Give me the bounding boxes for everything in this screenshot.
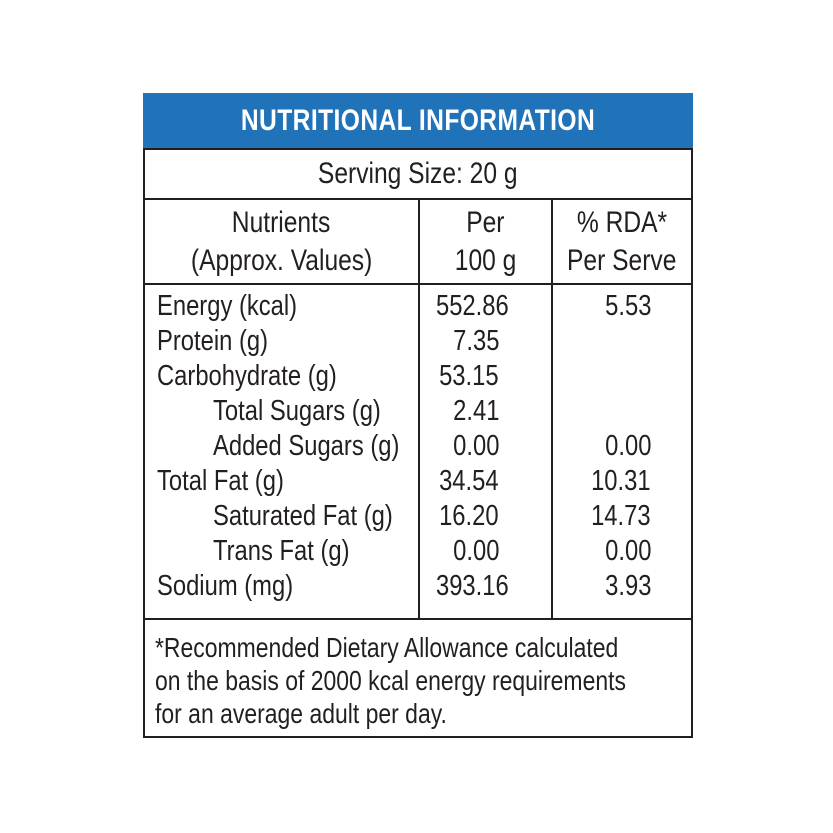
per-100g-value-text: 393.16 <box>435 570 509 602</box>
nutrient-name-text: Sodium (mg) <box>157 570 294 602</box>
serving-size-text: Serving Size: 20 g <box>318 157 518 190</box>
footnote-line: *Recommended Dietary Allowance calculate… <box>155 631 681 664</box>
per-100g-value-text: 2.41 <box>452 395 499 427</box>
footnote-line-text: *Recommended Dietary Allowance calculate… <box>155 632 619 663</box>
serving-size-row: Serving Size: 20 g <box>145 150 691 200</box>
rda-value: 10.31 <box>553 464 691 499</box>
header-rda-line2: Per Serve <box>567 243 677 277</box>
rda-value <box>553 394 691 429</box>
nutrient-name-text: Trans Fat (g) <box>213 535 350 567</box>
per-100g-value: 34.54 <box>420 464 551 499</box>
per-100g-value: 552.86 <box>420 289 551 324</box>
footnote-line-text: on the basis of 2000 kcal energy require… <box>155 665 626 696</box>
nutrient-name-text: Total Sugars (g) <box>213 395 381 427</box>
header-rda: % RDA* Per Serve <box>551 200 691 283</box>
nutrient-name-column: Energy (kcal) Protein (g) Carbohydrate (… <box>145 285 418 618</box>
nutrient-name-text: Saturated Fat (g) <box>213 500 393 532</box>
rda-value-text: 10.31 <box>591 465 651 497</box>
table-body: Energy (kcal) Protein (g) Carbohydrate (… <box>145 285 691 620</box>
nutrition-table: Serving Size: 20 g Nutrients (Approx. Va… <box>143 148 693 738</box>
nutrient-name: Total Fat (g) <box>145 464 418 499</box>
per-100g-value: 2.41 <box>420 394 551 429</box>
nutrient-name: Total Sugars (g) <box>145 394 418 429</box>
rda-value-text: 0.00 <box>604 430 651 462</box>
nutrient-name: Energy (kcal) <box>145 289 418 324</box>
footnote-line: for an average adult per day. <box>155 697 681 730</box>
footnote-line-text: for an average adult per day. <box>155 698 447 729</box>
label-title: NUTRITIONAL INFORMATION <box>240 103 596 137</box>
rda-value: 5.53 <box>553 289 691 324</box>
per-100g-value: 53.15 <box>420 359 551 394</box>
rda-value: 3.93 <box>553 569 691 604</box>
nutrient-name-text: Protein (g) <box>157 325 269 357</box>
table-header-row: Nutrients (Approx. Values) Per 100 g % R… <box>145 200 691 285</box>
per-100g-column: 552.86 7.35 53.15 2.41 0.00 34.54 16.20 … <box>418 285 551 618</box>
per-100g-value-text: 552.86 <box>435 290 509 322</box>
rda-value: 0.00 <box>553 429 691 464</box>
rda-value: 0.00 <box>553 534 691 569</box>
per-100g-value-text: 0.00 <box>452 430 499 462</box>
per-100g-value-text: 34.54 <box>439 465 499 497</box>
per-100g-value-text: 7.35 <box>452 325 499 357</box>
rda-column: 5.53 0.00 10.31 14.73 0.00 3.93 <box>551 285 691 618</box>
per-100g-value: 0.00 <box>420 534 551 569</box>
rda-value: 14.73 <box>553 499 691 534</box>
per-100g-value: 393.16 <box>420 569 551 604</box>
nutrient-name-text: Total Fat (g) <box>157 465 284 497</box>
header-per-100g-line2: 100 g <box>454 243 517 277</box>
nutrient-name-text: Energy (kcal) <box>157 290 298 322</box>
nutrient-name: Carbohydrate (g) <box>145 359 418 394</box>
footnote-line: on the basis of 2000 kcal energy require… <box>155 664 681 697</box>
per-100g-value-text: 16.20 <box>439 500 499 532</box>
header-nutrients-line2: (Approx. Values) <box>190 243 373 277</box>
nutrient-name-text: Carbohydrate (g) <box>157 360 337 392</box>
nutrient-name: Saturated Fat (g) <box>145 499 418 534</box>
nutrient-name-text: Added Sugars (g) <box>213 430 400 462</box>
header-nutrients: Nutrients (Approx. Values) <box>145 200 418 283</box>
rda-value <box>553 359 691 394</box>
per-100g-value: 0.00 <box>420 429 551 464</box>
nutrient-name: Sodium (mg) <box>145 569 418 604</box>
nutrient-name: Trans Fat (g) <box>145 534 418 569</box>
header-nutrients-line1: Nutrients <box>232 205 331 239</box>
nutrition-label: NUTRITIONAL INFORMATION Serving Size: 20… <box>143 93 693 738</box>
header-per-100g-line1: Per <box>466 205 505 239</box>
per-100g-value-text: 53.15 <box>439 360 499 392</box>
per-100g-value: 7.35 <box>420 324 551 359</box>
header-rda-line1: % RDA* <box>576 205 668 239</box>
per-100g-value-text: 0.00 <box>452 535 499 567</box>
nutrient-name: Added Sugars (g) <box>145 429 418 464</box>
rda-value <box>553 324 691 359</box>
nutrient-name: Protein (g) <box>145 324 418 359</box>
header-per-100g: Per 100 g <box>418 200 551 283</box>
rda-value-text: 0.00 <box>604 535 651 567</box>
rda-value-text: 5.53 <box>604 290 651 322</box>
rda-value-text: 3.93 <box>604 570 651 602</box>
title-bar: NUTRITIONAL INFORMATION <box>143 93 693 148</box>
rda-value-text: 14.73 <box>591 500 651 532</box>
rda-footnote: *Recommended Dietary Allowance calculate… <box>145 620 691 736</box>
per-100g-value: 16.20 <box>420 499 551 534</box>
